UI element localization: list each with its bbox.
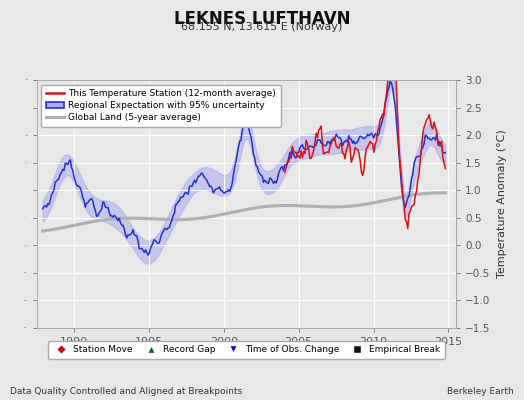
Text: Berkeley Earth: Berkeley Earth xyxy=(447,387,514,396)
Text: LEKNES LUFTHAVN: LEKNES LUFTHAVN xyxy=(174,10,350,28)
Legend: Station Move, Record Gap, Time of Obs. Change, Empirical Break: Station Move, Record Gap, Time of Obs. C… xyxy=(48,341,444,359)
Text: Data Quality Controlled and Aligned at Breakpoints: Data Quality Controlled and Aligned at B… xyxy=(10,387,243,396)
Legend: This Temperature Station (12-month average), Regional Expectation with 95% uncer: This Temperature Station (12-month avera… xyxy=(41,84,280,127)
Y-axis label: Temperature Anomaly (°C): Temperature Anomaly (°C) xyxy=(497,130,507,278)
Text: 68.155 N, 13.615 E (Norway): 68.155 N, 13.615 E (Norway) xyxy=(181,22,343,32)
